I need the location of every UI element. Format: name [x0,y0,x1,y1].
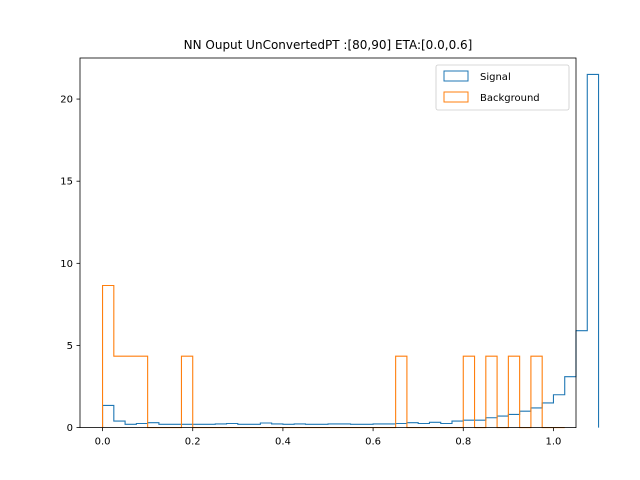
x-tick-label: 0.4 [275,437,291,448]
x-tick-label: 0.0 [95,437,111,448]
legend-signal-swatch [443,70,469,82]
histogram-bin-signal [497,416,508,427]
histogram-bin-signal [542,403,553,428]
legend-signal-label: Signal [480,72,511,83]
histogram-bin-background [531,356,542,427]
plot-area: 0.0 0.2 0.4 0.6 0.8 1.0 0 5 10 15 20 [60,57,600,448]
y-tick-label: 10 [60,259,73,270]
histogram-bin-background [125,356,136,427]
histogram-bin-background [103,286,114,428]
legend-frame [435,64,570,111]
histogram-bin-background [181,356,192,427]
x-tick-label: 1.0 [546,437,562,448]
histogram-bin-background [114,356,125,427]
x-tick-label: 0.2 [185,437,201,448]
y-tick-label: 20 [60,95,73,106]
histogram-bin-signal [576,331,587,428]
histogram-bin-signal [441,423,452,427]
legend-background-label: Background [480,93,540,104]
histogram-bin-signal [429,422,440,427]
y-tick-label: 5 [67,341,73,352]
histogram-bin-background [396,356,407,427]
y-tick-label: 15 [60,177,73,188]
histogram-bin-signal [565,377,576,428]
x-axis: 0.0 0.2 0.4 0.6 0.8 1.0 [95,427,562,448]
histogram-bin-signal [553,395,564,428]
histogram-bin-signal [407,423,418,428]
histogram-bin-signal [260,423,271,428]
legend-background-swatch [443,91,469,103]
histogram-bin-signal [227,423,238,427]
axes-frame [79,57,577,429]
histogram-bin-signal [475,420,486,427]
histogram-bin-signal [587,74,598,427]
histogram-step-signal [101,73,600,428]
histogram-bin-signal [520,411,531,427]
histogram-bin-background [136,356,147,427]
x-tick-label: 0.8 [455,437,471,448]
histogram-bin-signal [418,423,429,427]
legend: Signal Background [435,64,570,111]
histogram-bin-background [463,356,474,427]
chart-title: NN Ouput UnConvertedPT :[80,90] ETA:[0.0… [184,38,473,52]
y-tick-label: 0 [67,423,73,434]
x-tick-label: 0.6 [365,437,381,448]
histogram-bin-background [486,356,497,427]
y-axis: 0 5 10 15 20 [60,95,80,434]
histogram-bin-background [508,356,519,427]
histogram-bin-signal [452,421,463,428]
histogram-bin-signal [148,423,159,428]
series-signal [101,73,600,428]
